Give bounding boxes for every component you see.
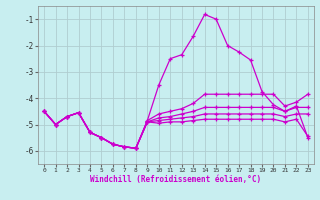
X-axis label: Windchill (Refroidissement éolien,°C): Windchill (Refroidissement éolien,°C)	[91, 175, 261, 184]
